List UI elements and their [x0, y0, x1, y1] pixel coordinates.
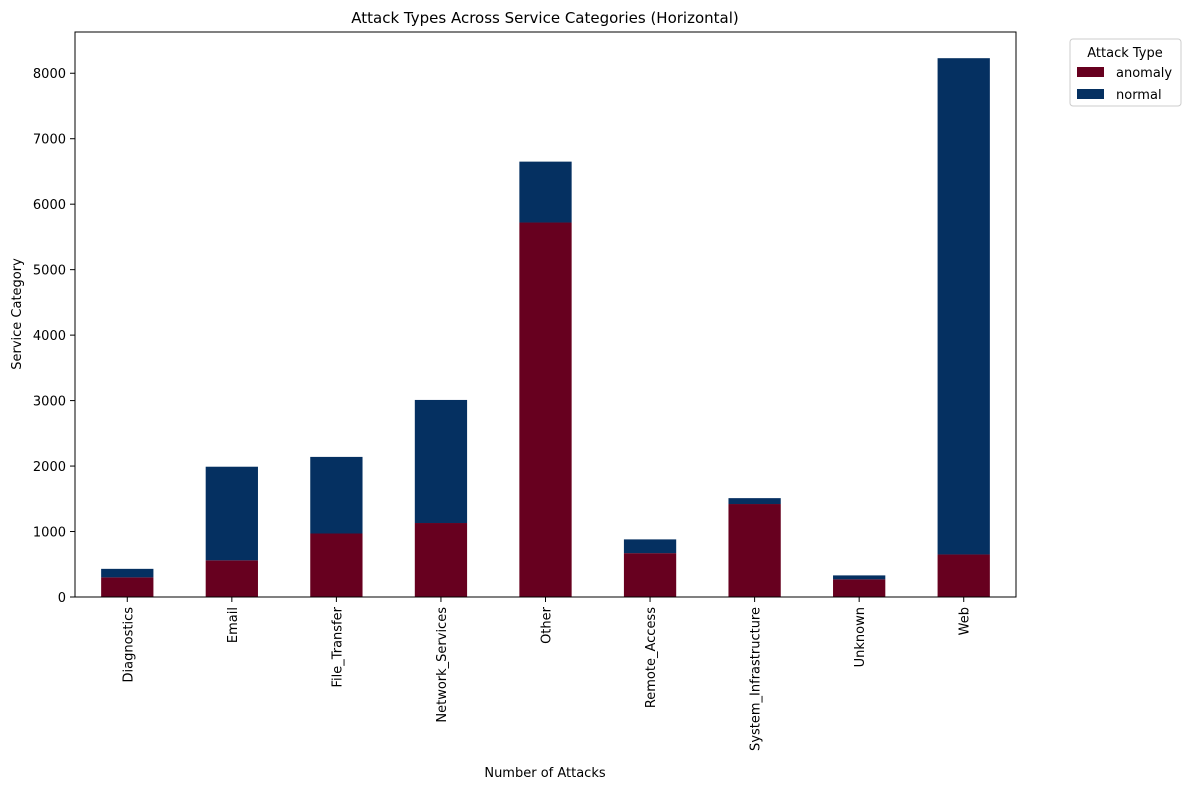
x-tick-label-file_transfer: File_Transfer — [330, 606, 345, 687]
x-tick-label-unknown: Unknown — [853, 607, 868, 667]
legend-label-normal: normal — [1116, 88, 1162, 103]
legend: Attack Type anomaly normal — [1069, 38, 1182, 107]
y-tick-label: 3000 — [33, 395, 66, 410]
bar-normal-diagnostics — [101, 568, 154, 578]
bar-normal-email — [205, 466, 258, 561]
y-tick-label: 2000 — [33, 460, 66, 475]
x-tick-label-system_infrastructure: System_Infrastructure — [749, 607, 764, 751]
x-tick-label-email: Email — [226, 607, 241, 643]
bar-anomaly-file_transfer — [310, 533, 363, 597]
x-tick-label-web: Web — [958, 607, 973, 635]
bar-anomaly-email — [205, 560, 258, 597]
y-axis: 0 1000 2000 3000 4000 5000 6000 7000 8000 — [33, 67, 75, 606]
bar-anomaly-unknown — [833, 579, 886, 597]
y-tick-label: 8000 — [33, 67, 66, 82]
bar-anomaly-network_services — [414, 523, 468, 597]
bar-normal-system_infrastructure — [728, 498, 781, 505]
x-axis-label: Number of Attacks — [484, 766, 606, 781]
bar-normal-remote_access — [623, 539, 677, 554]
bar-normal-other — [519, 161, 572, 223]
legend-label-anomaly: anomaly — [1116, 66, 1172, 81]
bar-anomaly-web — [937, 554, 990, 597]
x-tick-label-diagnostics: Diagnostics — [121, 607, 136, 683]
y-tick-label: 1000 — [33, 526, 66, 541]
bar-normal-web — [937, 58, 990, 555]
legend-items: anomaly normal — [1077, 66, 1172, 103]
legend-swatch-anomaly — [1077, 67, 1104, 77]
bar-normal-unknown — [833, 575, 886, 580]
bars-group — [101, 58, 990, 597]
x-tick-label-remote_access: Remote_Access — [644, 607, 659, 708]
bar-anomaly-diagnostics — [101, 577, 154, 597]
bar-normal-file_transfer — [310, 456, 363, 534]
bar-normal-network_services — [414, 399, 468, 524]
y-tick-label: 5000 — [33, 264, 66, 279]
y-axis-label: Service Category — [10, 258, 25, 370]
legend-swatch-normal — [1077, 89, 1104, 99]
x-axis: Diagnostics Email File_Transfer Network_Ser… — [121, 597, 973, 751]
y-tick-label: 6000 — [33, 198, 66, 213]
y-tick-label: 4000 — [33, 329, 66, 344]
bar-anomaly-system_infrastructure — [728, 504, 781, 597]
y-tick-label: 7000 — [33, 133, 66, 148]
x-tick-label-network_services: Network_Services — [435, 607, 450, 723]
legend-title: Attack Type — [1087, 46, 1163, 61]
chart-title: Attack Types Across Service Categories (… — [351, 9, 738, 27]
y-tick-label: 0 — [58, 591, 66, 606]
bar-anomaly-remote_access — [623, 553, 677, 597]
x-tick-label-other: Other — [540, 606, 555, 644]
bar-anomaly-other — [519, 222, 572, 597]
